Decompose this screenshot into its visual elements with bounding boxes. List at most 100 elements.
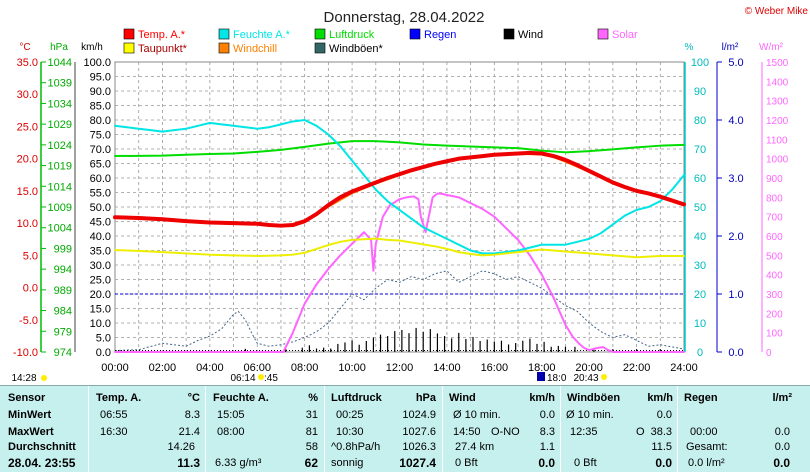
- tick-label-solar: 1100: [766, 135, 788, 146]
- min-gust-value: 0.0: [656, 409, 672, 421]
- axis-unit-temp: °C: [19, 42, 30, 53]
- legend-label: Temp. A.*: [138, 29, 186, 41]
- tick-label-solar: 800: [766, 193, 783, 204]
- tick-label-pressure: 999: [54, 243, 72, 255]
- current-temp-value: 11.3: [177, 456, 200, 470]
- current-abs-humidity: 6.33 g/m³: [215, 457, 262, 469]
- series-line-luftdruck: [114, 140, 685, 158]
- tick-label-time: 14:00: [433, 362, 461, 374]
- tick-label-temp: 35.0: [17, 57, 38, 69]
- tick-label-wind: 0.0: [96, 347, 111, 359]
- max-gust-time: 12:35: [570, 426, 598, 438]
- column-divider: [324, 386, 325, 472]
- max-hum-time: 08:00: [217, 426, 245, 438]
- min-wind-text: Ø 10 min.: [453, 409, 501, 421]
- legend-swatch: [314, 28, 326, 40]
- max-wind-time: 14:50: [453, 426, 481, 438]
- tick-label-rain: 5.0: [728, 57, 743, 69]
- tick-label-wind: 35.0: [90, 246, 111, 258]
- legend-swatch: [123, 42, 135, 54]
- avg-wind-distance: 27.4 km: [455, 441, 495, 453]
- axis-unit-humidity: %: [685, 42, 694, 53]
- tick-label-temp: 10.0: [17, 218, 38, 230]
- row-label-max: MaxWert: [8, 426, 54, 438]
- avg-wind-value: 1.1: [539, 441, 555, 453]
- header-rain-unit: l/m²: [772, 392, 792, 404]
- tick-label-solar: 1200: [766, 116, 789, 127]
- avg-gust-value: 11.5: [651, 441, 672, 453]
- avg-temp-value: 14.26: [167, 441, 195, 453]
- legend-label: Windböen*: [329, 43, 384, 55]
- legend-swatch: [218, 28, 230, 40]
- tick-label-rain: 1.0: [728, 289, 743, 301]
- series-line-temp-a: [113, 150, 686, 228]
- tick-label-solar: 1000: [766, 155, 789, 166]
- legend-swatch: [218, 42, 230, 54]
- tick-label-solar: 400: [766, 271, 783, 282]
- tick-label-humidity: 60: [694, 173, 706, 185]
- column-divider: [205, 386, 206, 472]
- row-label-min: MinWert: [8, 409, 52, 421]
- tick-label-temp: 5.0: [23, 250, 38, 262]
- tick-label-wind: 20.0: [90, 289, 111, 301]
- legend-label: Windchill: [233, 43, 277, 55]
- tick-label-pressure: 1019: [48, 161, 72, 173]
- tick-label-time: 12:00: [386, 362, 414, 374]
- row-label-avg: Durchschnitt: [8, 441, 76, 453]
- axes: °C hPa km/h% l/m² W/m² 35.0 30.0 25.0 20.0 15.0 10…: [13, 42, 789, 374]
- tick-label-time: 06:00: [243, 362, 271, 374]
- min-temp-time: 06:55: [100, 409, 128, 421]
- sun-moon-markers: 14:28 06:14:45 18:0 20:43: [11, 372, 607, 383]
- sunrise-time: 06:14: [230, 373, 255, 383]
- header-wind: Wind: [449, 392, 476, 404]
- tick-label-wind: 95.0: [90, 72, 111, 84]
- legend-label: Taupunkt*: [138, 43, 188, 55]
- axis-unit-pressure: hPa: [50, 42, 68, 53]
- legend-label: Luftdruck: [329, 29, 375, 41]
- series-line-solar: [114, 192, 685, 353]
- tick-label-time: 04:00: [196, 362, 224, 374]
- tick-label-solar: 300: [766, 290, 783, 301]
- legend-label: Wind: [518, 29, 543, 41]
- header-humidity: Feuchte A.: [213, 392, 269, 404]
- min-wind-value: 0.0: [539, 409, 555, 421]
- current-wind-value: 0.0: [538, 456, 555, 470]
- column-divider: [560, 386, 561, 472]
- tick-label-wind: 70.0: [90, 144, 111, 156]
- tick-label-solar: 0: [766, 348, 772, 359]
- tick-label-wind: 75.0: [90, 130, 111, 142]
- tick-label-wind: 40.0: [90, 231, 111, 243]
- tick-label-rain: 3.0: [728, 173, 743, 185]
- axis-unit-rain: l/m²: [722, 42, 739, 53]
- tick-label-time: 22:00: [623, 362, 651, 374]
- tick-label-rain: 2.0: [728, 231, 743, 243]
- tick-label-wind: 80.0: [90, 115, 111, 127]
- header-wind-unit: km/h: [529, 392, 555, 404]
- legend: Temp. A.* Feuchte A.* Luftdruck Regen Wind So…: [123, 28, 638, 55]
- row-label-current: 28.04. 23:55: [8, 456, 76, 470]
- tick-label-pressure: 1024: [48, 140, 72, 152]
- tick-label-time: 16:00: [481, 362, 509, 374]
- min-press-time: 00:25: [336, 409, 364, 421]
- current-gust-bft: 0 Bft: [574, 457, 597, 469]
- avg-rain-value: 0.0: [774, 441, 790, 453]
- legend-swatch: [503, 28, 515, 40]
- tick-label-pressure: 989: [54, 285, 72, 297]
- header-gust: Windböen: [567, 392, 621, 404]
- tick-label-humidity: 100: [691, 57, 709, 69]
- header-sensor: Sensor: [8, 392, 46, 404]
- header-temp-unit: °C: [187, 392, 200, 404]
- tick-label-wind: 10.0: [90, 318, 111, 330]
- tick-label-rain: 4.0: [728, 115, 743, 127]
- header-temp: Temp. A.: [96, 392, 142, 404]
- tick-label-solar: 100: [766, 329, 783, 340]
- legend-swatch: [314, 42, 326, 54]
- tick-label-temp: 20.0: [17, 154, 38, 166]
- summary-table: Sensor Temp. A. °C Feuchte A. % Luftdruc…: [0, 385, 810, 472]
- series-line-feuchte-a: [114, 119, 685, 255]
- tick-label-temp: -5.0: [19, 315, 38, 327]
- tick-label-temp: 25.0: [17, 121, 38, 133]
- header-rain: Regen: [684, 392, 718, 404]
- legend-swatch: [597, 28, 609, 40]
- header-gust-unit: km/h: [647, 392, 673, 404]
